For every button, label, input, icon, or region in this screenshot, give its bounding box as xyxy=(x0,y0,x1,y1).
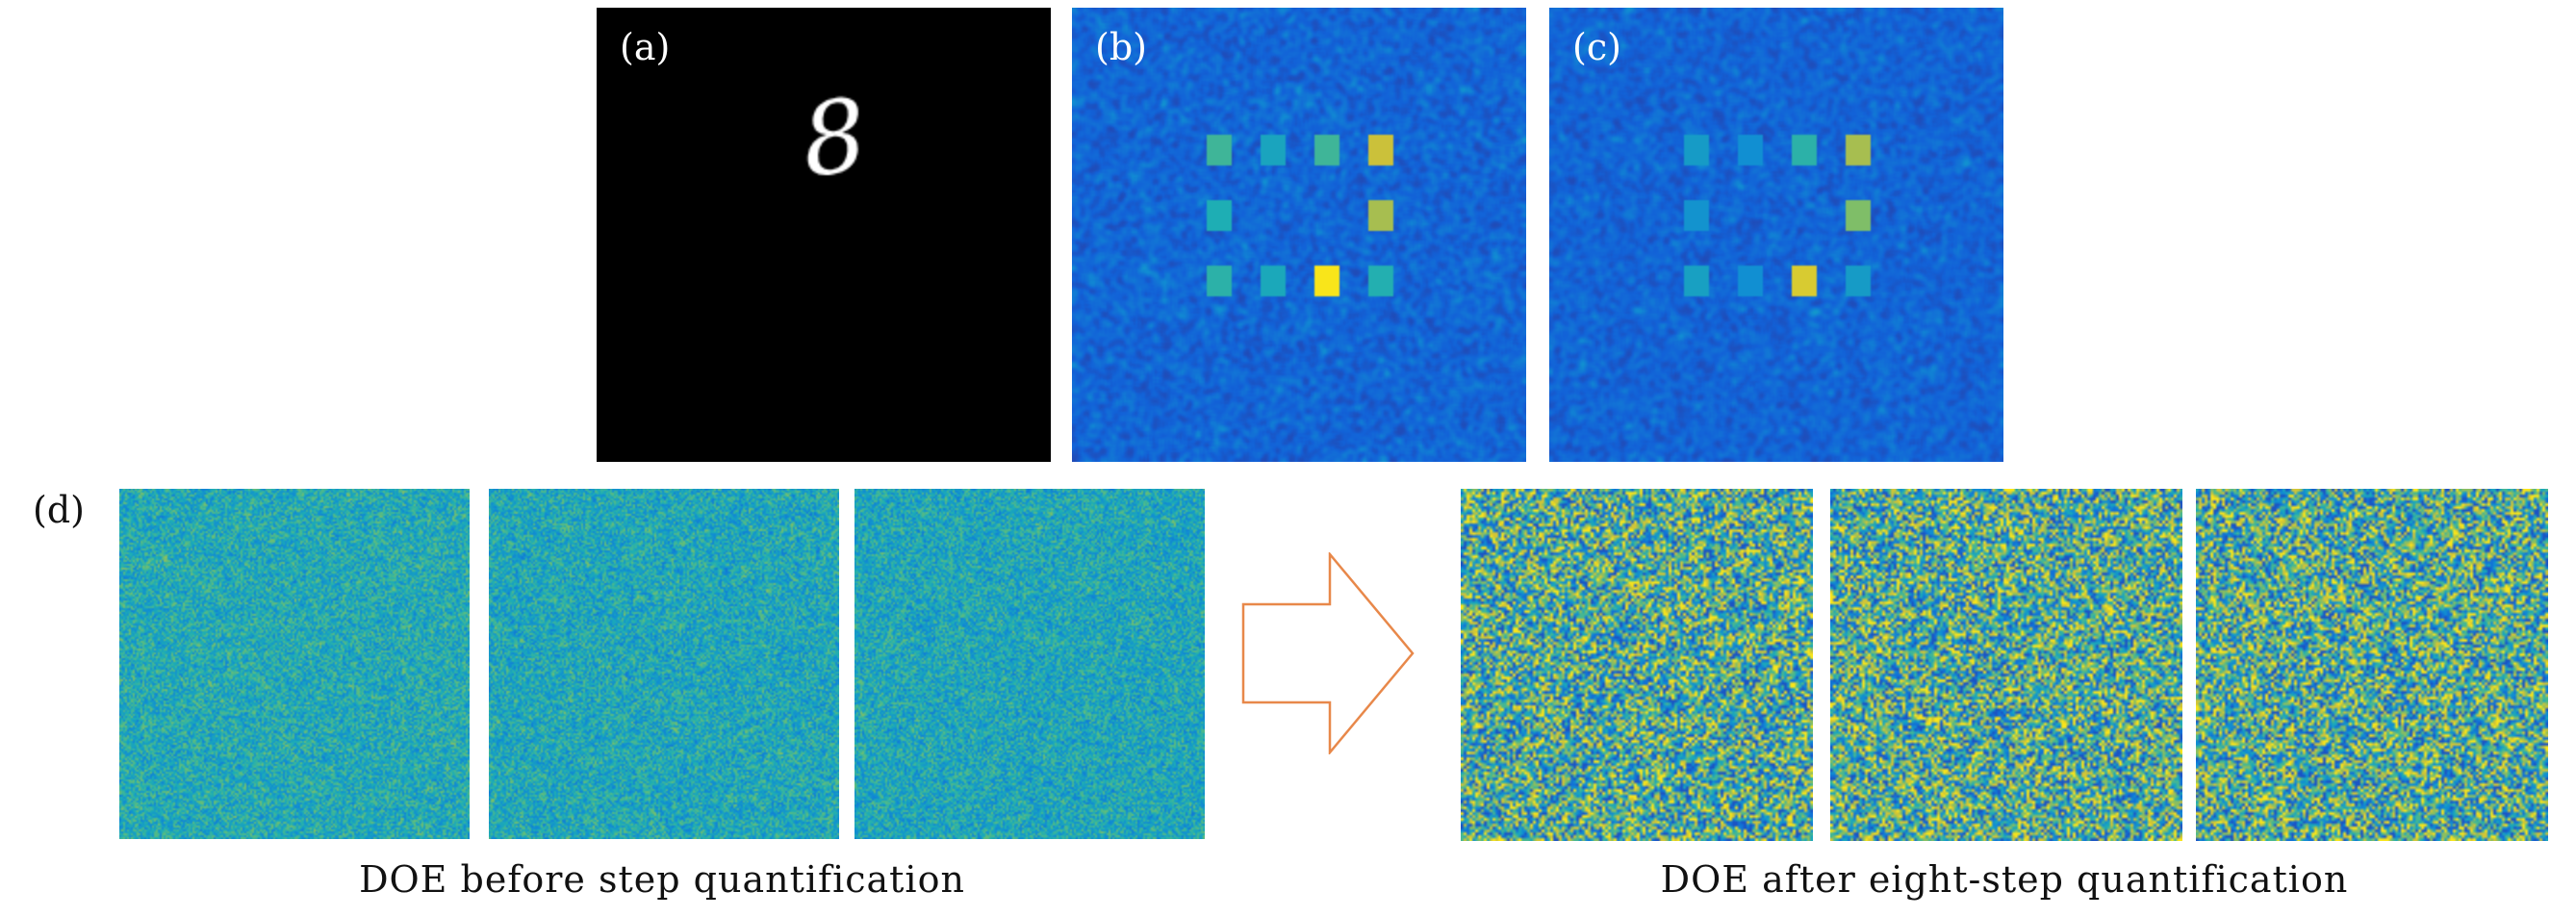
doe-after-layer-3 xyxy=(2196,489,2548,841)
arrow-right-icon xyxy=(1241,552,1415,754)
panel-b-output-intensity: (b) xyxy=(1072,8,1526,462)
caption-before-quantification: DOE before step quantification xyxy=(359,858,965,901)
doe-before-layer-1 xyxy=(119,489,470,839)
panel-a-label: (a) xyxy=(620,26,671,68)
panel-a-input-digit: (a) xyxy=(597,8,1051,462)
panel-c-output-intensity-quantified: (c) xyxy=(1549,8,2003,462)
panel-d-label: (d) xyxy=(33,489,85,531)
caption-after-quantification: DOE after eight-step quantification xyxy=(1660,858,2349,901)
doe-after-layer-2 xyxy=(1830,489,2182,841)
doe-before-layer-2 xyxy=(489,489,839,839)
doe-after-layer-1 xyxy=(1461,489,1813,841)
panel-b-label: (b) xyxy=(1095,26,1147,68)
doe-before-layer-3 xyxy=(854,489,1205,839)
panel-c-label: (c) xyxy=(1572,26,1621,68)
